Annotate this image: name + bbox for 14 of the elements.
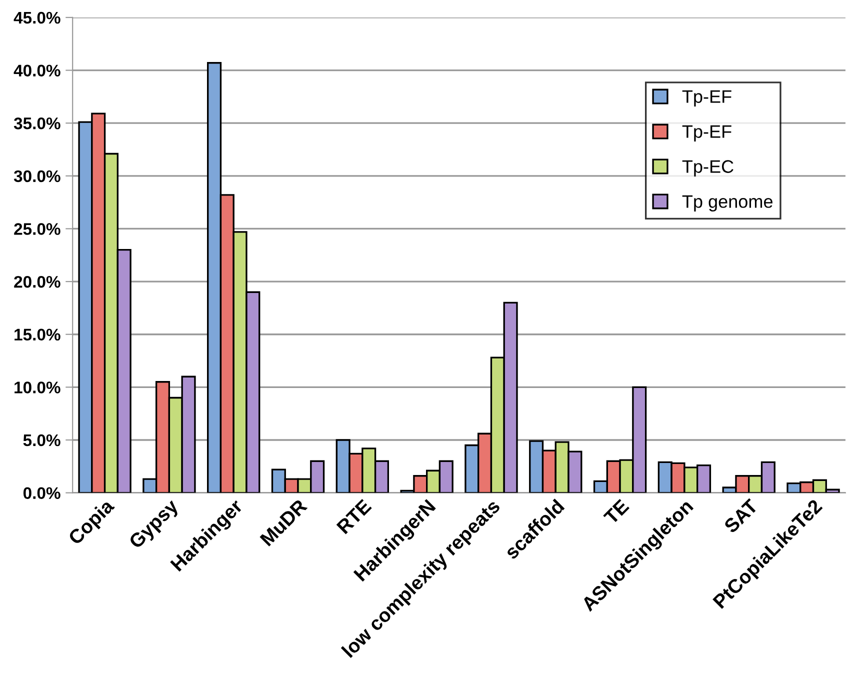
y-tick-label: 5.0% — [23, 434, 60, 446]
y-tick-label: 25.0% — [14, 223, 60, 235]
legend-label: Tp genome — [682, 195, 772, 212]
y-tick-label: 35.0% — [14, 118, 60, 130]
legend-label: Tp-EF — [682, 125, 732, 142]
y-tick-label: 15.0% — [14, 328, 60, 341]
y-tick-label: 20.0% — [14, 276, 60, 288]
y-tick-label: 10.0% — [14, 382, 60, 394]
legend-label: Tp-EF — [682, 90, 732, 107]
y-tick-label: 30.0% — [14, 170, 60, 182]
y-tick-label: 40.0% — [14, 64, 60, 76]
legend-label: Tp-EC — [682, 160, 734, 177]
y-tick-label: 45.0% — [14, 12, 60, 24]
y-tick-label: 0.0% — [23, 487, 60, 499]
